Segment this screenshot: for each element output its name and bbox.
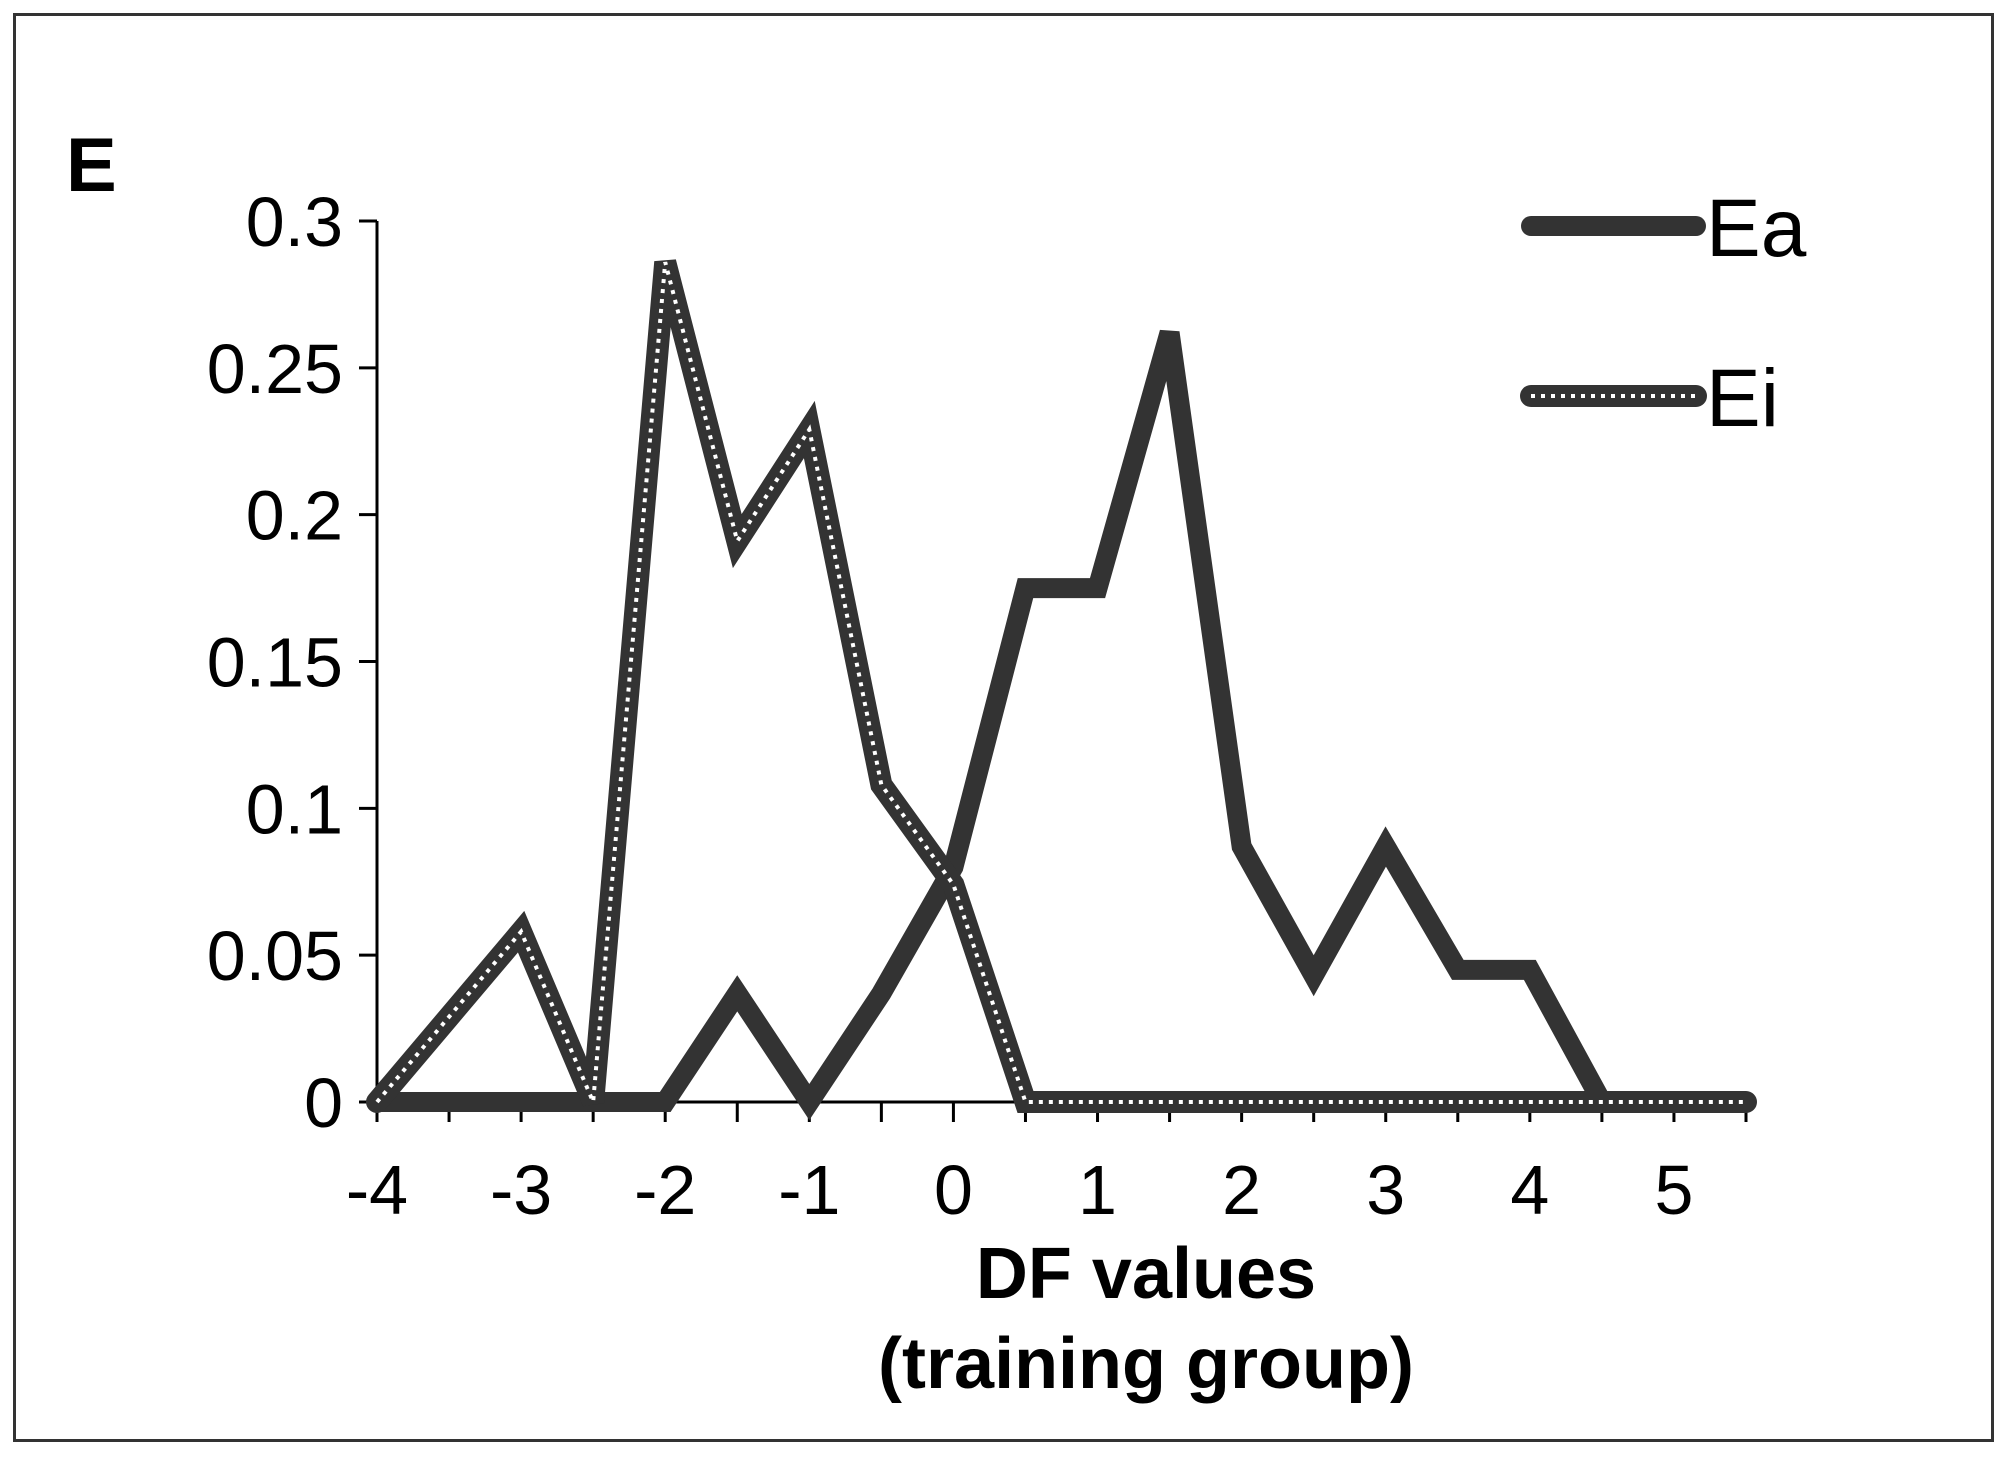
x-axis-title: DF values [976,1234,1316,1314]
x-tick-label: 0 [934,1151,973,1229]
x-tick-label: 1 [1078,1151,1117,1229]
y-tick-label: 0.3 [246,183,343,261]
series-ei-dot-pattern [375,261,1746,1104]
x-tick-label: 4 [1510,1151,1549,1229]
y-tick-label: 0 [304,1064,343,1142]
y-tick-label: 0.15 [207,624,343,702]
axes: 0 0.05 0.1 0.15 0.2 0.25 0.3 -4 -3 -2 -1 0 1 2 3 4 5 [207,183,1748,1229]
legend-ei-label: Ei [1706,353,1779,444]
x-tick-label: -3 [490,1151,552,1229]
y-tick-label: 0.05 [207,917,343,995]
x-tick-label: 5 [1654,1151,1693,1229]
line-chart: 00.050.10.150.20.250.3-4 -3 -2 -1 0 1 2 3 4 5 EaE… [66,123,1807,1404]
legend: Ea Ei [1520,183,1807,444]
x-tick-label: -4 [346,1151,408,1229]
x-tick-label: -1 [778,1151,840,1229]
panel-label: E [66,123,117,208]
y-tick-label: 0.1 [246,770,343,848]
x-tick-label: 2 [1222,1151,1261,1229]
series-ea-line [367,329,1756,1121]
legend-ea-label: Ea [1706,183,1807,274]
y-tick-label: 0.2 [246,477,343,555]
x-tick-label: 3 [1366,1151,1405,1229]
series-layer [366,259,1757,1121]
chart-frame: 0 0.05 0.1 0.15 0.2 0.25 0.3 -4 -3 -2 -1 0 1 2 3 4 5 Ea E… [13,13,1994,1442]
x-tick-label: -2 [634,1151,696,1229]
y-tick-label: 0.25 [207,330,343,408]
x-axis-title-line2: (training group) [878,1324,1414,1404]
